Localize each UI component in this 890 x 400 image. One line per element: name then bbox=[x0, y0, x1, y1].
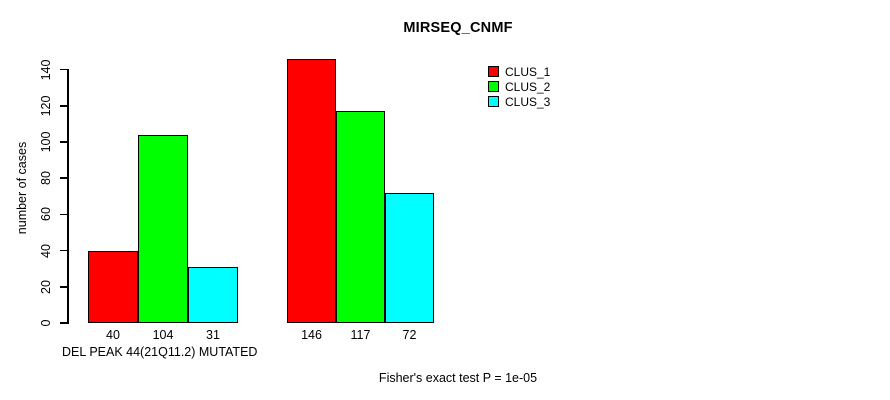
y-tick-label: 120 bbox=[39, 95, 53, 117]
y-axis-line bbox=[67, 68, 69, 325]
chart-title: MIRSEQ_CNMF bbox=[403, 20, 513, 36]
bar-clus_1-group2 bbox=[287, 58, 336, 323]
legend-label-clus_2: CLUS_2 bbox=[505, 79, 551, 94]
y-tick-label: 100 bbox=[39, 131, 53, 153]
legend: CLUS_1 CLUS_2 CLUS_3 bbox=[488, 64, 550, 109]
bar-value-label: 40 bbox=[106, 328, 120, 342]
bar-clus_3-group1 bbox=[188, 266, 238, 323]
y-axis-label: number of cases bbox=[15, 141, 29, 235]
legend-swatch-clus_3 bbox=[488, 96, 499, 107]
y-tick bbox=[60, 141, 68, 143]
y-tick-label: 60 bbox=[39, 207, 53, 222]
bar-value-label: 31 bbox=[206, 328, 220, 342]
y-tick bbox=[60, 213, 68, 216]
y-tick bbox=[60, 68, 68, 71]
y-tick-label: 140 bbox=[39, 59, 53, 81]
y-tick bbox=[60, 177, 68, 179]
bar-value-label: 117 bbox=[350, 328, 371, 342]
y-tick bbox=[60, 286, 68, 288]
footer-annotation: Fisher's exact test P = 1e-05 bbox=[378, 371, 538, 385]
legend-label-clus_1: CLUS_1 bbox=[505, 64, 551, 79]
y-tick bbox=[60, 249, 68, 252]
y-tick bbox=[60, 322, 68, 324]
y-tick-label: 80 bbox=[39, 171, 53, 186]
bar-clus_2-group2 bbox=[336, 111, 385, 323]
bar-clus_2-group1 bbox=[138, 134, 188, 323]
y-tick-label: 40 bbox=[39, 243, 53, 258]
legend-swatch-clus_1 bbox=[488, 66, 499, 77]
y-tick-label: 0 bbox=[39, 319, 53, 327]
bar-value-label: 104 bbox=[152, 328, 174, 342]
x-axis-label: DEL PEAK 44(21Q11.2) MUTATED bbox=[62, 345, 258, 359]
y-tick-label: 20 bbox=[39, 279, 53, 294]
legend-label-clus_3: CLUS_3 bbox=[505, 94, 551, 109]
legend-swatch-clus_2 bbox=[488, 81, 499, 92]
legend-item-clus_2: CLUS_2 bbox=[488, 79, 550, 94]
legend-item-clus_1: CLUS_1 bbox=[488, 64, 550, 79]
legend-item-clus_3: CLUS_3 bbox=[488, 94, 550, 109]
bar-clus_1-group1 bbox=[88, 250, 138, 323]
bar-value-label: 72 bbox=[402, 328, 417, 342]
bar-clus_3-group2 bbox=[385, 192, 434, 323]
y-tick bbox=[60, 105, 68, 107]
bar-value-label: 146 bbox=[301, 328, 322, 342]
